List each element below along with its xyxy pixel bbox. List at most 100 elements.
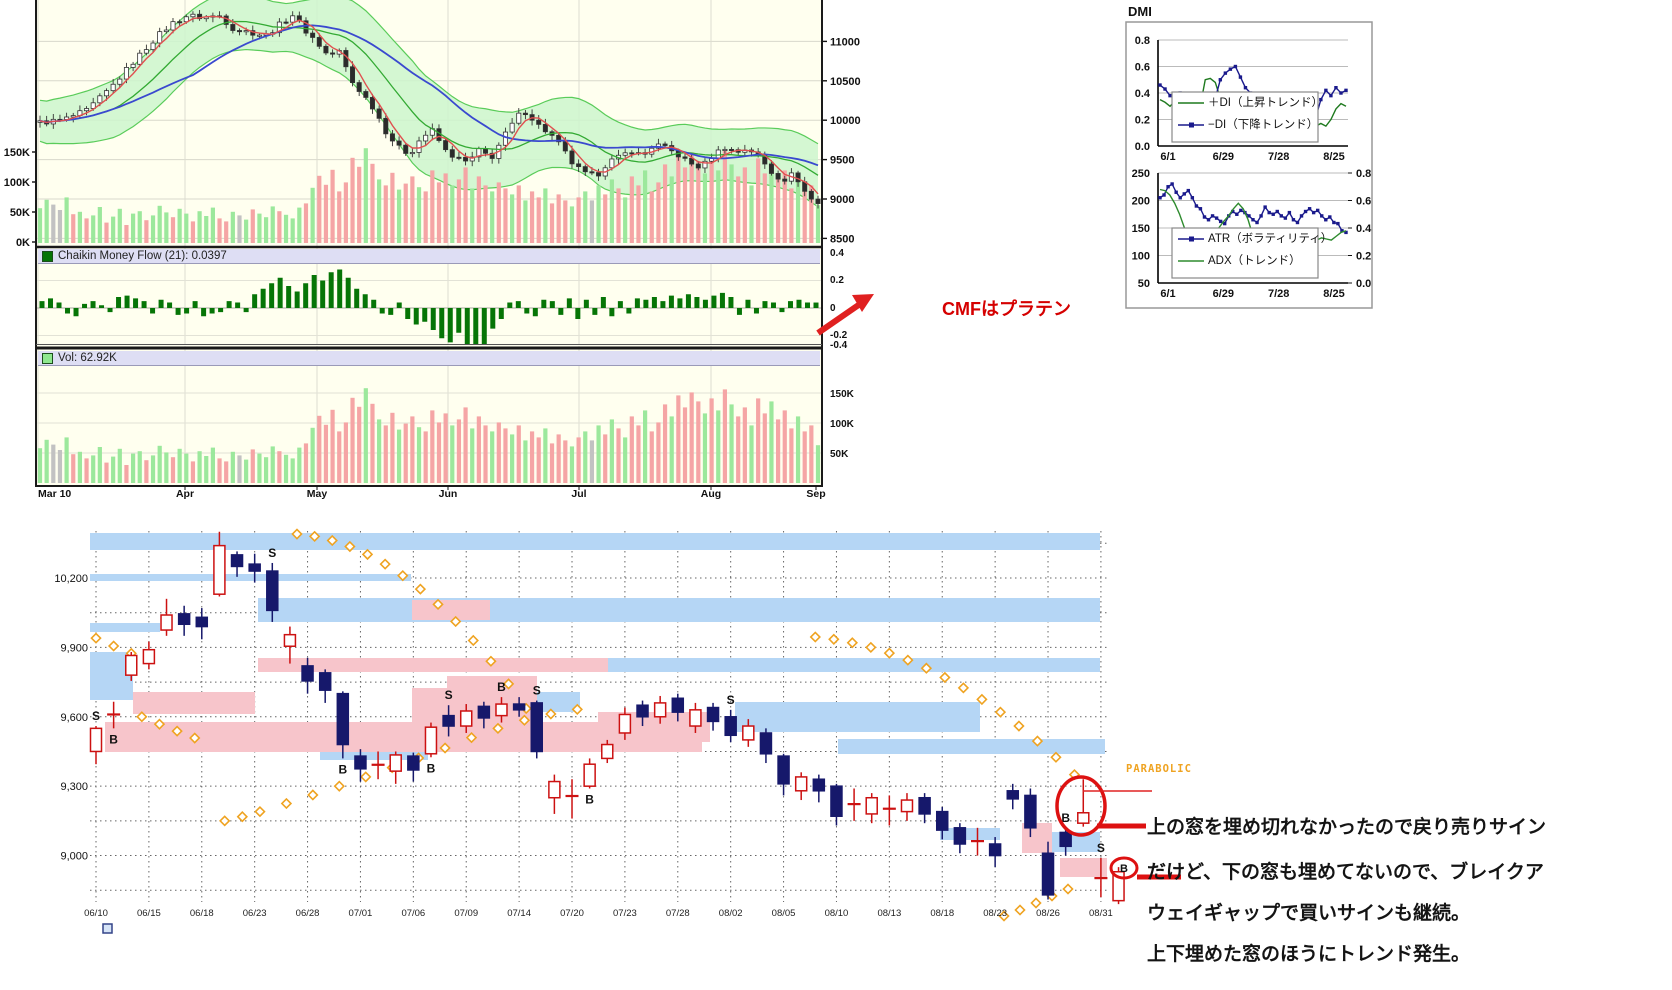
candle-body <box>522 112 528 116</box>
volume-bar <box>190 461 196 483</box>
series-marker-dot <box>1275 209 1279 214</box>
cmf-bar <box>124 295 130 308</box>
volume-bar <box>782 410 787 483</box>
candle-body <box>142 648 156 665</box>
series-marker-dot <box>1218 219 1223 224</box>
dmi-x-label: 6/29 <box>1213 288 1234 300</box>
volume-bar <box>317 175 322 243</box>
cmf-bar <box>583 299 589 308</box>
parabolic-sar-dot <box>189 732 201 744</box>
annotation-line-4: 上下埋めた窓のほうにトレンド発生。 <box>1147 944 1471 965</box>
volume-bar <box>283 454 289 483</box>
candle-body <box>1024 794 1037 829</box>
volume-bar <box>549 443 555 483</box>
volume-axis-label: 0K <box>16 237 30 249</box>
cmf-bar <box>209 308 215 314</box>
parabolic-sar-dot <box>236 811 248 823</box>
series-marker-dot <box>1267 210 1271 215</box>
daily-y-label: 9,000 <box>60 851 88 863</box>
candle-body <box>256 34 262 37</box>
series-marker-dot <box>1158 83 1162 87</box>
series-marker-dot <box>1319 97 1323 102</box>
cmf-panel-header: Chaikin Money Flow (21): 0.0397 <box>38 249 820 264</box>
candle-body <box>618 713 632 734</box>
cmf-bar <box>167 302 173 308</box>
cmf-bar <box>498 308 504 319</box>
volume-bar <box>722 149 728 243</box>
volume-bar <box>343 422 348 483</box>
daily-date-label: 07/06 <box>401 908 425 919</box>
parabolic-sar-dot <box>379 558 391 570</box>
parabolic-sar-dot <box>1050 751 1062 763</box>
volume-bar <box>696 161 701 243</box>
volume-bar <box>436 182 442 243</box>
price-axis-label: 10000 <box>830 115 861 127</box>
volume-bar <box>603 434 608 483</box>
parabolic-sar-dot <box>333 780 345 792</box>
volume-bar <box>230 451 235 483</box>
cmf-bar <box>107 308 113 313</box>
cmf-bar <box>362 294 368 308</box>
candle-body <box>662 143 668 146</box>
volume-bar <box>170 457 176 483</box>
series-marker-dot <box>1339 91 1343 95</box>
volume-bar <box>290 458 295 483</box>
candle-body <box>84 108 90 112</box>
gap-window-blue <box>735 702 980 732</box>
candle-body <box>117 78 123 85</box>
volume-bar <box>303 203 309 243</box>
cmf-axis-label: 0.4 <box>830 248 844 259</box>
candle-body <box>323 45 329 54</box>
cmf-bar <box>337 269 343 308</box>
volume-bar <box>456 419 462 483</box>
volume-bar <box>576 437 581 483</box>
candle-body <box>230 24 236 31</box>
cmf-bar <box>413 308 419 325</box>
volume-bar <box>71 454 76 483</box>
series-marker-dot <box>1194 204 1199 208</box>
series-marker-dot <box>1329 93 1333 98</box>
candle-body <box>456 156 462 159</box>
dmi-x-label: 7/28 <box>1268 288 1289 300</box>
buy-signal-letter: B <box>585 792 594 806</box>
volume-bar <box>516 425 521 483</box>
volume-bar <box>330 409 335 483</box>
volume-bar <box>776 179 781 243</box>
volume-bar <box>623 437 628 483</box>
cmf-bar <box>116 297 122 308</box>
volume-bar <box>669 176 674 243</box>
cmf-bar <box>277 277 283 308</box>
volume-bar <box>130 213 136 243</box>
candle-body <box>671 697 685 713</box>
volume-bar <box>150 455 156 483</box>
parabolic-sar-dot <box>280 797 293 810</box>
candle-body <box>409 152 415 155</box>
volume-bar <box>244 459 249 483</box>
volume-bar <box>390 412 395 483</box>
volume-bar <box>250 449 255 483</box>
parabolic-sar-dot <box>828 633 840 645</box>
candle-body <box>536 119 542 125</box>
candle-body <box>636 704 649 718</box>
volume-bar <box>689 152 694 243</box>
parabolic-sar-dot <box>449 615 462 628</box>
candle-body <box>283 633 297 647</box>
volume-bar <box>390 172 395 243</box>
candle-body <box>376 108 382 119</box>
vol-panel-header: Vol: 62.92K <box>38 351 820 366</box>
volume-bar <box>776 419 781 483</box>
volume-bar <box>476 416 481 483</box>
volume-bar <box>629 176 634 243</box>
gap-window-pink <box>133 692 255 714</box>
daily-date-label: 07/01 <box>349 908 373 919</box>
series-marker-dot <box>1168 93 1172 98</box>
series-marker-dot <box>1334 86 1338 90</box>
candle-body <box>583 763 596 787</box>
candle-body <box>150 42 156 51</box>
dmi-axis-label: 200 <box>1132 196 1150 208</box>
bollinger-lower <box>39 48 819 208</box>
cmf-bar <box>260 288 266 308</box>
parabolic-sar-dot <box>518 714 531 726</box>
legend-box <box>1171 227 1319 279</box>
candle-body <box>569 150 575 165</box>
